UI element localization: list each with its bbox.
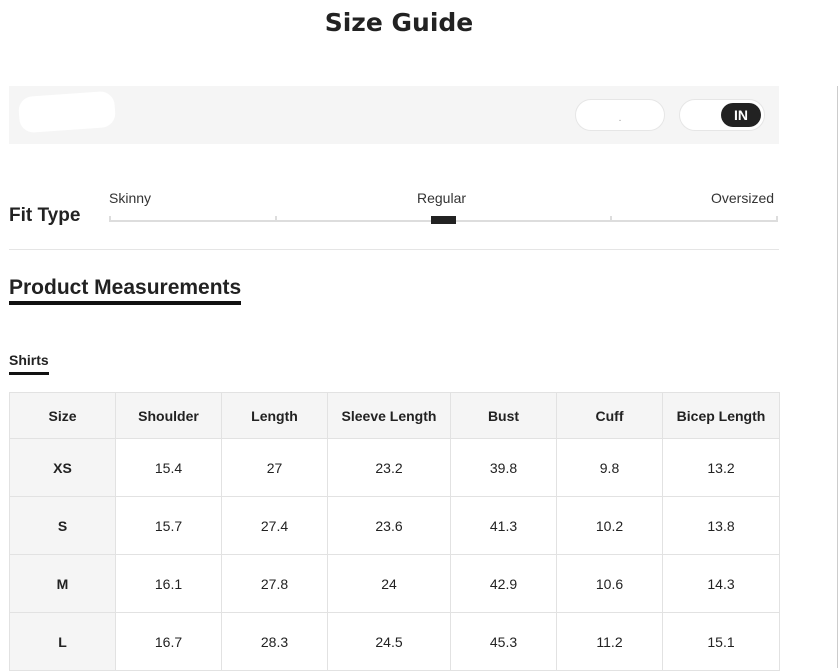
column-header: Bust xyxy=(450,392,557,439)
measurement-cell: 16.1 xyxy=(115,554,222,613)
table-row: S 15.7 27.4 23.6 41.3 10.2 13.8 xyxy=(9,496,780,555)
measurement-cell: 10.6 xyxy=(556,554,663,613)
size-cell: L xyxy=(9,612,116,671)
table-row: XS 15.4 27 23.2 39.8 9.8 13.2 xyxy=(9,438,780,497)
measurement-cell: 24 xyxy=(327,554,451,613)
unit-in-option[interactable]: IN xyxy=(721,103,761,127)
page-title: Size Guide xyxy=(324,8,474,37)
measurement-cell: 15.1 xyxy=(662,612,780,671)
unit-toggle[interactable]: IN xyxy=(679,99,765,131)
measurement-cell: 27.8 xyxy=(221,554,328,613)
measurement-cell: 15.4 xyxy=(115,438,222,497)
scale-tick xyxy=(109,216,111,222)
size-cell: M xyxy=(9,554,116,613)
measurement-cell: 45.3 xyxy=(450,612,557,671)
measurement-cell: 24.5 xyxy=(327,612,451,671)
fit-option-regular: Regular xyxy=(417,190,467,206)
fit-option-skinny: Skinny xyxy=(109,190,152,206)
table-row: L 16.7 28.3 24.5 45.3 11.2 15.1 xyxy=(9,612,780,671)
measurement-cell: 41.3 xyxy=(450,496,557,555)
measurements-table: Size Shoulder Length Sleeve Length Bust Cuff B… xyxy=(9,392,780,671)
tab-shirts[interactable]: Shirts xyxy=(9,352,49,375)
unit-bar: . IN xyxy=(9,86,779,144)
size-cell: XS xyxy=(9,438,116,497)
column-header: Cuff xyxy=(556,392,663,439)
measurement-cell: 23.6 xyxy=(327,496,451,555)
measurement-cell: 28.3 xyxy=(221,612,328,671)
column-header: Bicep Length xyxy=(662,392,780,439)
unit-select-button[interactable]: . xyxy=(575,99,665,131)
measurement-cell: 10.2 xyxy=(556,496,663,555)
section-title: Product Measurements xyxy=(9,276,242,305)
measurement-cell: 11.2 xyxy=(556,612,663,671)
fit-type-indicator xyxy=(431,216,456,224)
redacted-area xyxy=(17,90,117,134)
measurement-cell: 13.8 xyxy=(662,496,780,555)
scale-tick xyxy=(610,216,612,222)
column-header: Size xyxy=(9,392,116,439)
column-header: Length xyxy=(221,392,328,439)
measurement-cell: 42.9 xyxy=(450,554,557,613)
measurement-cell: 39.8 xyxy=(450,438,557,497)
fit-type-label: Fit Type xyxy=(9,205,81,226)
divider xyxy=(9,249,779,250)
scale-tick xyxy=(776,216,778,222)
table-row: M 16.1 27.8 24 42.9 10.6 14.3 xyxy=(9,554,780,613)
measurement-cell: 27.4 xyxy=(221,496,328,555)
measurement-cell: 14.3 xyxy=(662,554,780,613)
measurement-cell: 15.7 xyxy=(115,496,222,555)
fit-option-oversized: Oversized xyxy=(711,190,775,206)
scrollbar-edge xyxy=(837,86,838,668)
column-header: Sleeve Length xyxy=(327,392,451,439)
measurement-cell: 9.8 xyxy=(556,438,663,497)
size-cell: S xyxy=(9,496,116,555)
measurement-cell: 23.2 xyxy=(327,438,451,497)
column-header: Shoulder xyxy=(115,392,222,439)
measurement-cell: 27 xyxy=(221,438,328,497)
table-header-row: Size Shoulder Length Sleeve Length Bust Cuff B… xyxy=(9,392,780,439)
measurement-cell: 13.2 xyxy=(662,438,780,497)
scale-tick xyxy=(275,216,277,222)
measurement-cell: 16.7 xyxy=(115,612,222,671)
